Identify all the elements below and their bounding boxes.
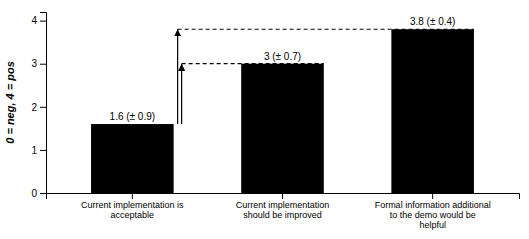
x-tick-label-line: helpful xyxy=(419,220,446,230)
x-tick: Current implementationshould be improved xyxy=(236,193,330,220)
x-tick: Current implementation isacceptable xyxy=(81,193,184,220)
x-axis-line xyxy=(47,194,520,200)
plot: 0 1 2 3 4 Current implementation isacceptable… xyxy=(4,13,520,231)
data-label: 1.6 (± 0.9) xyxy=(110,111,156,122)
y-tick-label: 4 xyxy=(31,15,37,26)
x-tick-label-line: should be improved xyxy=(243,210,322,220)
bar xyxy=(391,29,474,193)
x-tick-label-line: Current implementation is xyxy=(81,200,184,210)
marks xyxy=(91,29,474,193)
y-tick-line xyxy=(40,107,46,108)
x-tick-label-line: to the demo would be xyxy=(390,210,476,220)
arrow xyxy=(181,64,182,124)
y-axis: 0 1 2 3 4 xyxy=(31,13,46,199)
bar xyxy=(241,64,324,193)
y-tick-line xyxy=(40,150,46,151)
y-tick: 2 xyxy=(31,102,46,113)
x-tick-label-line: acceptable xyxy=(111,210,155,220)
y-tick: 1 xyxy=(31,145,46,156)
chart: 0 1 2 3 4 Current implementation isacceptable… xyxy=(0,0,529,239)
x-tick-line xyxy=(132,193,133,199)
y-tick-label: 3 xyxy=(31,58,37,69)
y-tick: 0 xyxy=(31,188,46,199)
x-tick-label-line: Formal information additional xyxy=(375,200,491,210)
x-tick-label-line: Current implementation xyxy=(236,200,330,210)
data-label: 3 (± 0.7) xyxy=(264,51,301,62)
y-tick-line xyxy=(40,64,46,65)
bar xyxy=(91,124,174,193)
reference-line xyxy=(178,29,474,30)
reference-line xyxy=(182,63,324,64)
y-tick-label: 0 xyxy=(31,188,37,199)
arrow xyxy=(177,29,178,124)
x-tick-label: Formal information additionalto the demo… xyxy=(375,200,491,230)
y-tick-line xyxy=(40,21,46,22)
y-tick: 3 xyxy=(31,58,46,69)
x-axis: Current implementation isacceptableCurre… xyxy=(47,193,520,230)
y-tick-label: 2 xyxy=(31,102,37,113)
x-tick-label: Current implementation isacceptable xyxy=(81,200,184,220)
data-label: 3.8 (± 0.4) xyxy=(410,16,456,27)
x-tick-line xyxy=(432,193,433,199)
x-tick: Formal information additionalto the demo… xyxy=(375,193,491,230)
x-tick-label: Current implementationshould be improved xyxy=(236,200,330,220)
y-tick: 4 xyxy=(31,15,46,26)
y-tick-label: 1 xyxy=(31,145,37,156)
x-tick-line xyxy=(282,193,283,199)
data-labels: 1.6 (± 0.9) 3 (± 0.7) 3.8 (± 0.4) xyxy=(110,16,456,122)
y-axis-title: 0 = neg, 4 = pos xyxy=(4,61,16,144)
y-axis-line xyxy=(40,13,47,194)
y-tick-line xyxy=(40,193,46,194)
